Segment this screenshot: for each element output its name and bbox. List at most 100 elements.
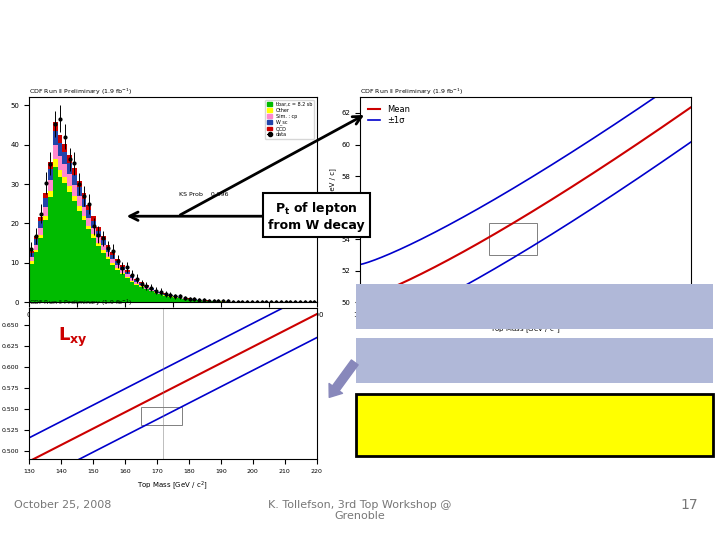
Bar [96,227,101,231]
Bar [130,281,135,282]
Bar [72,196,77,201]
Bar [101,245,106,250]
Bar [96,242,101,246]
Bar [101,250,106,253]
Bar [139,286,144,287]
Bar [120,267,125,270]
Bar [63,152,67,165]
Bar [34,236,38,239]
Bar [91,221,96,228]
Bar [153,292,158,293]
Bar [58,143,63,157]
Bar [158,294,163,302]
±1σ [687,69,696,76]
Text: Combined Result using 1.9 fb$^{-1}$:
Mtop = 175.3 +/- 6.2 (stat.) +/- 3.0 (syst): Combined Result using 1.9 fb$^{-1}$: Mto… [382,405,686,445]
Bar [48,180,53,191]
Bar [91,238,96,302]
Bar [81,207,86,216]
Bar [43,198,48,207]
Bar [221,301,225,302]
Bar [106,248,110,252]
Bar [110,263,115,265]
Y-axis label: <LepPt> [GeV / c]: <LepPt> [GeV / c] [329,168,336,232]
Bar [216,301,221,302]
±1σ [659,89,667,95]
Bar [72,185,77,196]
Bar [149,292,153,302]
Bar [67,186,72,192]
Text: CDF Run II Preliminary (1.9 fb$^{-1}$): CDF Run II Preliminary (1.9 fb$^{-1}$) [29,298,132,308]
Mean [356,296,364,302]
Text: L+jets - Combining Lepton P$_t$ + L$_{xy}$: L+jets - Combining Lepton P$_t$ + L$_{xy… [0,14,720,65]
Bar [29,253,34,258]
Bar [141,407,182,426]
Bar [63,144,67,152]
Bar [110,265,115,302]
Bar [130,275,135,276]
Bar [81,199,86,207]
Bar [120,273,125,274]
Bar [149,288,153,289]
Bar [34,239,38,245]
Bar [63,177,67,184]
Bar [197,300,202,302]
Bar [29,251,34,253]
Bar [81,220,86,302]
±1σ [356,261,364,268]
Text: KS Prob    0.896: KS Prob 0.896 [179,192,228,197]
Text: P$_\mathregular{t}$ of lepton
from W decay: P$_\mathregular{t}$ of lepton from W dec… [269,200,365,232]
Bar [96,246,101,302]
Line: ±1σ: ±1σ [360,72,691,265]
Bar [130,276,135,278]
Text: CDF Run II Preliminary (1.9 fb$^{-1}$): CDF Run II Preliminary (1.9 fb$^{-1}$) [29,87,132,97]
Bar [58,134,63,143]
Bar [163,295,168,302]
Legend: tbar,c = 8.2 sb, Other, Sim. : cp, W_sc, QCD, data: tbar,c = 8.2 sb, Other, Sim. : cp, W_sc,… [266,100,315,139]
Bar [110,255,115,259]
Bar [173,298,178,302]
Bar [106,257,110,259]
Bar [81,216,86,220]
Bar [53,145,58,159]
Bar [48,161,53,168]
Bar [72,174,77,185]
Bar [77,197,81,206]
±1σ [444,222,453,228]
Bar [106,245,110,248]
Bar [43,207,48,215]
Bar [135,284,139,285]
Bar [139,287,144,302]
Bar [120,270,125,273]
Mean [444,256,453,263]
Bar [91,234,96,238]
Bar [67,163,72,174]
Bar [144,285,149,286]
Mean [659,123,667,130]
Legend: Mean, ±1σ: Mean, ±1σ [364,102,413,129]
Bar [43,193,48,198]
Bar [29,258,34,261]
Bar [48,197,53,302]
Bar [135,285,139,302]
±1σ [670,80,679,87]
Text: October 25, 2008: October 25, 2008 [14,500,112,510]
Bar [29,264,34,302]
Bar [125,272,130,274]
Bar [101,253,106,302]
Bar [120,265,125,267]
Bar [58,177,63,302]
Bar [67,156,72,163]
Bar [211,301,216,302]
Bar [86,218,91,226]
Bar [81,193,86,199]
Bar [168,295,173,296]
Bar [96,231,101,237]
Bar [163,294,168,295]
Bar [53,122,58,131]
Bar [120,274,125,302]
Bar [67,174,72,186]
Bar [53,159,58,167]
Bar [115,265,120,268]
Bar [187,300,192,302]
Bar [96,237,101,242]
